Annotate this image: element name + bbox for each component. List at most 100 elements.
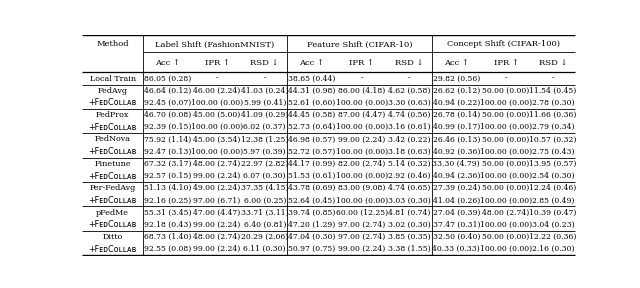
- Text: 92.57 (0.15): 92.57 (0.15): [143, 172, 191, 180]
- Text: +FᴇᴅCᴏʟʟᴀʙ: +FᴇᴅCᴏʟʟᴀʙ: [88, 220, 137, 229]
- Text: 40.33 (0.33): 40.33 (0.33): [433, 245, 480, 253]
- Text: 4.62 (0.58): 4.62 (0.58): [388, 87, 430, 95]
- Text: 86.05 (0.28): 86.05 (0.28): [143, 75, 191, 83]
- Text: IPR ↑: IPR ↑: [205, 59, 230, 67]
- Text: +FᴇᴅCᴏʟʟᴀʙ: +FᴇᴅCᴏʟʟᴀʙ: [88, 147, 137, 156]
- Text: +FᴇᴅCᴏʟʟᴀʙ: +FᴇᴅCᴏʟʟᴀʙ: [88, 245, 137, 254]
- Text: 6.00 (0.25): 6.00 (0.25): [244, 196, 286, 204]
- Text: 40.99 (0.17): 40.99 (0.17): [433, 123, 480, 131]
- Text: 97.00 (2.74): 97.00 (2.74): [338, 221, 385, 229]
- Text: 47.00 (4.47): 47.00 (4.47): [193, 209, 241, 217]
- Text: 100.00 (0.00): 100.00 (0.00): [480, 99, 532, 107]
- Text: Feature Shift (CIFAR-10): Feature Shift (CIFAR-10): [307, 40, 412, 48]
- Text: 51.13 (4.10): 51.13 (4.10): [143, 184, 191, 192]
- Text: 50.00 (0.00): 50.00 (0.00): [483, 87, 530, 95]
- Text: 2.75 (0.43): 2.75 (0.43): [532, 148, 574, 156]
- Text: -: -: [552, 75, 554, 83]
- Text: 52.73 (0.64): 52.73 (0.64): [288, 123, 335, 131]
- Text: FedAvg: FedAvg: [97, 87, 127, 95]
- Text: 6.07 (0.30): 6.07 (0.30): [243, 172, 286, 180]
- Text: 2.79 (0.34): 2.79 (0.34): [532, 123, 574, 131]
- Text: 97.00 (2.74): 97.00 (2.74): [338, 233, 385, 241]
- Text: 12.24 (0.46): 12.24 (0.46): [529, 184, 577, 192]
- Text: 33.30 (4.79): 33.30 (4.79): [433, 160, 480, 168]
- Text: -: -: [408, 75, 410, 83]
- Text: 11.66 (0.36): 11.66 (0.36): [529, 111, 577, 119]
- Text: 40.94 (2.36): 40.94 (2.36): [433, 172, 480, 180]
- Text: 100.00 (0.00): 100.00 (0.00): [335, 123, 388, 131]
- Text: 67.32 (3.17): 67.32 (3.17): [143, 160, 191, 168]
- Text: 45.00 (5.00): 45.00 (5.00): [193, 111, 241, 119]
- Text: IPR ↑: IPR ↑: [493, 59, 518, 67]
- Text: 26.62 (0.12): 26.62 (0.12): [433, 87, 480, 95]
- Text: 46.98 (0.57): 46.98 (0.57): [288, 135, 335, 143]
- Text: 3.02 (0.30): 3.02 (0.30): [388, 221, 431, 229]
- Text: -: -: [360, 75, 363, 83]
- Text: 100.00 (0.00): 100.00 (0.00): [335, 196, 388, 204]
- Text: Local Train: Local Train: [90, 75, 136, 83]
- Text: 100.00 (0.00): 100.00 (0.00): [335, 148, 388, 156]
- Text: 47.20 (1.29): 47.20 (1.29): [288, 221, 335, 229]
- Text: 99.00 (2.24): 99.00 (2.24): [338, 135, 385, 143]
- Text: 99.00 (2.24): 99.00 (2.24): [193, 221, 241, 229]
- Text: 38.65 (0.44): 38.65 (0.44): [288, 75, 335, 83]
- Text: 37.47 (0.31): 37.47 (0.31): [433, 221, 480, 229]
- Text: 12.22 (0.36): 12.22 (0.36): [529, 233, 577, 241]
- Text: 41.04 (0.26): 41.04 (0.26): [433, 196, 480, 204]
- Text: 44.31 (0.98): 44.31 (0.98): [288, 87, 335, 95]
- Text: 46.00 (2.24): 46.00 (2.24): [193, 87, 241, 95]
- Text: 50.00 (0.00): 50.00 (0.00): [483, 135, 530, 143]
- Text: 3.42 (0.22): 3.42 (0.22): [388, 135, 431, 143]
- Text: 3.18 (0.63): 3.18 (0.63): [388, 148, 431, 156]
- Text: Acc ↑: Acc ↑: [155, 59, 180, 67]
- Text: Finetune: Finetune: [94, 160, 131, 168]
- Text: 41.03 (0.24): 41.03 (0.24): [241, 87, 289, 95]
- Text: 3.38 (1.55): 3.38 (1.55): [388, 245, 431, 253]
- Text: 48.00 (2.74): 48.00 (2.74): [193, 233, 241, 241]
- Text: 50.00 (0.00): 50.00 (0.00): [483, 233, 530, 241]
- Text: 3.85 (0.35): 3.85 (0.35): [388, 233, 431, 241]
- Text: 86.00 (4.18): 86.00 (4.18): [338, 87, 385, 95]
- Text: 52.61 (0.60): 52.61 (0.60): [288, 99, 335, 107]
- Text: 82.00 (2.74): 82.00 (2.74): [338, 160, 385, 168]
- Text: -: -: [216, 75, 218, 83]
- Text: 100.00 (0.00): 100.00 (0.00): [480, 148, 532, 156]
- Text: 2.92 (0.46): 2.92 (0.46): [388, 172, 430, 180]
- Text: 60.00 (12.25): 60.00 (12.25): [335, 209, 388, 217]
- Text: 5.97 (0.39): 5.97 (0.39): [243, 148, 286, 156]
- Text: Label Shift (FashionMNIST): Label Shift (FashionMNIST): [156, 40, 275, 48]
- Text: 20.29 (2.06): 20.29 (2.06): [241, 233, 289, 241]
- Text: 100.00 (0.00): 100.00 (0.00): [480, 123, 532, 131]
- Text: 22.97 (2.82): 22.97 (2.82): [241, 160, 289, 168]
- Text: IPR ↑: IPR ↑: [349, 59, 374, 67]
- Text: Ditto: Ditto: [102, 233, 123, 241]
- Text: 40.92 (0.36): 40.92 (0.36): [433, 148, 480, 156]
- Text: -: -: [264, 75, 266, 83]
- Text: Concept Shift (CIFAR-100): Concept Shift (CIFAR-100): [447, 40, 560, 48]
- Text: Method: Method: [96, 40, 129, 48]
- Text: 2.85 (0.49): 2.85 (0.49): [532, 196, 574, 204]
- Text: 11.54 (0.45): 11.54 (0.45): [529, 87, 577, 95]
- Text: +FᴇᴅCᴏʟʟᴀʙ: +FᴇᴅCᴏʟʟᴀʙ: [88, 196, 137, 205]
- Text: 46.64 (0.12): 46.64 (0.12): [143, 87, 191, 95]
- Text: 92.45 (0.07): 92.45 (0.07): [143, 99, 191, 107]
- Text: 44.17 (0.99): 44.17 (0.99): [288, 160, 335, 168]
- Text: 37.35 (4.15): 37.35 (4.15): [241, 184, 289, 192]
- Text: 100.00 (0.00): 100.00 (0.00): [191, 123, 243, 131]
- Text: 55.31 (3.45): 55.31 (3.45): [143, 209, 191, 217]
- Text: pFedMe: pFedMe: [96, 209, 129, 217]
- Text: 39.74 (0.85): 39.74 (0.85): [288, 209, 335, 217]
- Text: 27.04 (0.39): 27.04 (0.39): [433, 209, 480, 217]
- Text: 13.95 (0.57): 13.95 (0.57): [529, 160, 577, 168]
- Text: 50.00 (0.00): 50.00 (0.00): [483, 111, 530, 119]
- Text: 92.55 (0.08): 92.55 (0.08): [143, 245, 191, 253]
- Text: 4.74 (0.56): 4.74 (0.56): [388, 111, 430, 119]
- Text: 46.70 (0.08): 46.70 (0.08): [143, 111, 191, 119]
- Text: 2.78 (0.30): 2.78 (0.30): [532, 99, 574, 107]
- Text: 87.00 (4.47): 87.00 (4.47): [338, 111, 385, 119]
- Text: 68.73 (1.40): 68.73 (1.40): [143, 233, 191, 241]
- Text: 99.00 (2.24): 99.00 (2.24): [193, 172, 241, 180]
- Text: 48.00 (2.74): 48.00 (2.74): [193, 160, 241, 168]
- Text: -: -: [505, 75, 508, 83]
- Text: 26.46 (0.13): 26.46 (0.13): [433, 135, 480, 143]
